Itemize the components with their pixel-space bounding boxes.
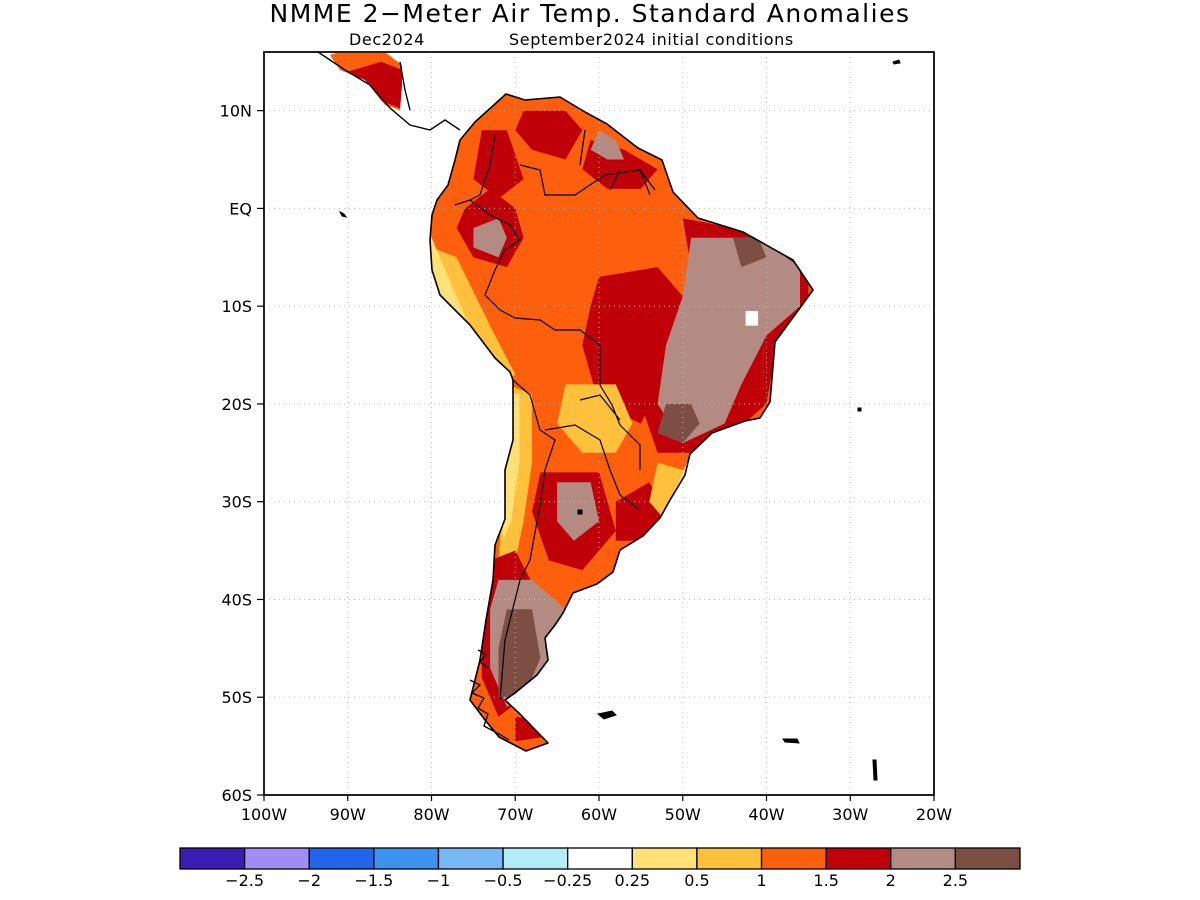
lat-tick-label: 20S — [221, 395, 252, 414]
initial-conditions-label: September2024 initial conditions — [509, 30, 794, 49]
colorbar-swatch — [502, 847, 569, 870]
colorbar-swatch — [243, 847, 310, 870]
latitude-axis: 10N EQ 10S 20S 30S 40S 50S 60S — [220, 102, 264, 805]
anomaly-region-minas-darkbrown — [657, 403, 700, 444]
anomaly-region-ceara-darkbrown — [733, 237, 767, 268]
colorbar-label: 0.25 — [614, 871, 650, 890]
lon-tick-label: 100W — [241, 805, 288, 824]
anomaly-region-patagonia-darkbrown — [498, 609, 541, 698]
anomaly-region-venezuela-central-warm — [515, 110, 583, 160]
colorbar-swatch — [696, 847, 763, 870]
colorbar-label: 1.5 — [813, 871, 838, 890]
island-dots — [338, 59, 901, 781]
lon-tick-label: 40W — [748, 805, 784, 824]
country-borders — [454, 129, 656, 701]
colorbar-label: −2.5 — [225, 871, 264, 890]
colorbar-label: −1.5 — [354, 871, 393, 890]
lon-tick-label: 20W — [916, 805, 952, 824]
lat-tick-label: 10N — [220, 102, 252, 121]
colorbar-label: −0.25 — [543, 871, 592, 890]
anomaly-region-andes-peru-pale — [423, 237, 491, 365]
lon-tick-label: 80W — [413, 805, 449, 824]
colorbar-swatch — [567, 847, 633, 870]
chile-archipelago — [469, 649, 510, 741]
colorbar-swatch — [825, 847, 892, 870]
anomaly-region-amazon-west-brown-core — [473, 218, 507, 258]
central-america-coastline — [317, 51, 461, 131]
colorbar-swatch — [437, 847, 504, 870]
colorbar-swatch — [631, 847, 698, 870]
lon-tick-label: 70W — [497, 805, 533, 824]
colorbar-label: 0.5 — [684, 871, 709, 890]
lon-tick-label: 30W — [832, 805, 868, 824]
anomaly-region-chaco-yellow — [557, 384, 633, 453]
lat-tick-label: 40S — [221, 590, 252, 609]
south-america-coastline — [429, 93, 814, 752]
anomaly-region-atacama-yellow — [502, 394, 520, 541]
colorbar-label: 2 — [886, 871, 896, 890]
colorbar-label: 1 — [756, 871, 766, 890]
colorbar-swatch — [373, 847, 440, 870]
longitude-axis: 100W 90W 80W 70W 60W 50W 40W 30W 20W — [241, 51, 952, 824]
lat-tick-label: 10S — [221, 297, 252, 316]
lon-tick-label: 90W — [330, 805, 366, 824]
colorbar-swatch — [179, 847, 246, 870]
anomaly-region-chile-coast-cool — [500, 491, 505, 522]
anomaly-region-bahia-white — [745, 311, 759, 326]
lat-tick-label: 50S — [221, 688, 252, 707]
anomaly-region-central-america-warm — [347, 61, 407, 111]
lat-lon-gridlines — [264, 52, 934, 795]
colorbar-label: −0.5 — [484, 871, 523, 890]
forecast-month: Dec2024 — [349, 30, 425, 49]
anomaly-region-brazil-highlands-brown — [657, 237, 800, 444]
map-title: NMME 2−Meter Air Temp. Standard Anomalie… — [269, 0, 911, 28]
land-anomaly-fill — [330, 52, 813, 751]
colorbar-swatch — [308, 847, 375, 870]
colorbar-label: −1 — [427, 871, 451, 890]
colorbar-label: 2.5 — [943, 871, 968, 890]
lat-tick-label: EQ — [229, 199, 252, 218]
anomaly-region-colombia-warm — [473, 130, 524, 199]
colorbar: −2.5 −2 −1.5 −1 −0.5 −0.25 0.25 0.5 1 1.5 2 2.5 — [179, 847, 1021, 890]
lon-tick-label: 60W — [581, 805, 617, 824]
lat-tick-label: 60S — [221, 786, 252, 805]
lat-tick-label: 30S — [221, 493, 252, 512]
colorbar-swatch — [954, 847, 1021, 870]
coastlines-and-borders — [317, 51, 901, 781]
lon-tick-label: 50W — [665, 805, 701, 824]
colorbar-swatch — [760, 847, 827, 870]
colorbar-label: −2 — [297, 871, 321, 890]
colorbar-swatch — [890, 847, 957, 870]
